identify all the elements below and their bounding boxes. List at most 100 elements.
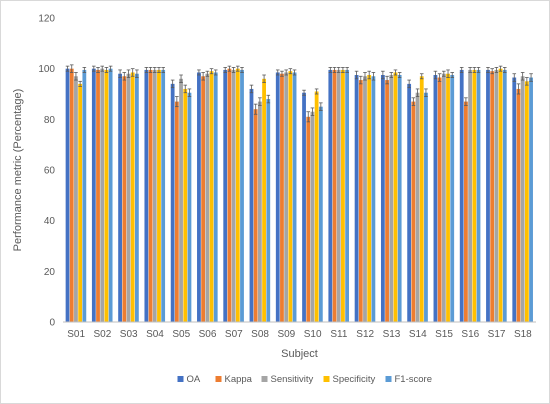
error-bar-s13-oa [381,70,385,80]
error-bar-s15-kappa [437,73,442,82]
bar-s12-f1-score [371,76,376,323]
legend-label: Specificity [333,374,376,385]
error-bar-s10-specificity [314,88,319,95]
error-bar-s16-kappa [464,97,468,106]
bar-s12-oa [354,75,359,322]
error-bar-s03-f1-score [135,69,139,78]
error-bar-s04-f1-score [161,67,165,73]
bar-s03-f1-score [134,73,139,322]
legend-label: F1-score [395,374,432,385]
x-tick-label: S12 [356,329,374,340]
x-tick-label: S14 [409,329,427,340]
error-bar-s12-f1-score [371,72,376,81]
bar-s14-oa [407,83,412,323]
bar-s01-f1-score [82,69,87,323]
error-bar-s15-specificity [446,69,450,78]
bar-s02-f1-score [108,68,113,322]
error-bar-s08-sensitivity [258,97,262,106]
legend-item-kappa: Kappa [215,374,253,385]
x-tick-label: S16 [461,329,479,340]
bar-s08-specificity [262,78,266,322]
error-bar-s17-specificity [498,65,503,72]
error-bar-s04-sensitivity [152,67,157,73]
legend-swatch [385,376,392,382]
bar-s09-kappa [280,73,284,322]
bar-s08-oa [249,88,254,323]
error-bar-s15-sensitivity [442,70,446,77]
bar-s13-sensitivity [389,75,394,322]
bar-s02-kappa [96,69,100,323]
bar-s06-sensitivity [205,73,210,322]
error-bar-s09-kappa [280,70,284,77]
error-bar-s06-sensitivity [205,70,210,77]
y-tick-label: 20 [44,267,56,278]
bar-s18-oa [512,77,517,322]
error-bar-s01-specificity [78,80,82,87]
error-bar-s17-oa [486,67,490,73]
error-bar-s18-f1-score [529,73,533,82]
error-bar-s01-f1-score [82,67,87,73]
y-tick-label: 60 [44,166,56,177]
x-tick-label: S05 [172,329,190,340]
legend-item-specificity: Specificity [323,374,376,385]
bar-s13-oa [380,75,385,322]
error-bar-s05-kappa [175,96,179,108]
bar-s11-sensitivity [336,69,341,323]
error-bar-s13-kappa [385,75,389,85]
error-bar-s06-specificity [209,68,214,75]
error-bar-s10-oa [302,89,306,96]
bar-s09-oa [275,72,280,322]
bar-s07-specificity [235,68,240,322]
error-bar-s16-specificity [472,67,477,73]
bar-s09-f1-score [292,72,297,322]
error-bar-s10-sensitivity [310,107,315,116]
bar-s18-specificity [524,81,529,322]
bar-s16-sensitivity [468,69,473,323]
error-bar-s14-specificity [419,73,424,80]
error-bar-s10-kappa [306,111,311,123]
error-bar-s02-sensitivity [100,65,105,72]
legend-label: Sensitivity [271,374,314,385]
bar-s04-f1-score [161,69,166,323]
error-bar-s09-f1-score [292,69,297,76]
bar-s15-kappa [437,77,442,322]
bar-s10-f1-score [318,106,323,322]
x-tick-labels: S01 S02 S03 S04 S05 S06 S07 S08 S09 S10 S11 S12 S13 S… [67,329,532,340]
bar-s17-sensitivity [494,69,499,323]
bar-s14-specificity [419,76,424,323]
x-tick-label: S08 [251,329,269,340]
error-bar-s01-kappa [69,64,74,73]
error-bar-s16-oa [459,67,464,73]
bar-s07-kappa [227,68,232,322]
error-bar-s16-f1-score [476,67,481,73]
error-bar-s07-kappa [227,65,232,72]
error-bar-s13-specificity [393,69,398,76]
error-bar-s04-kappa [148,67,153,73]
x-tick-label: S04 [146,329,164,340]
bar-s09-specificity [288,71,293,322]
error-bar-s12-specificity [367,70,371,80]
legend-label: OA [187,374,201,385]
error-bar-s12-sensitivity [363,72,367,81]
bar-s16-kappa [464,101,468,322]
x-tick-label: S01 [67,329,85,340]
bar-s03-specificity [130,72,135,322]
y-tick-label: 40 [44,216,56,227]
legend: OA Kappa Sensitivity Specificity F1-score [177,374,432,385]
error-bar-s15-f1-score [450,72,455,78]
bar-s07-sensitivity [231,69,236,323]
error-bar-s07-f1-score [240,67,244,73]
legend-item-oa: OA [177,374,201,385]
bar-s02-specificity [104,69,109,323]
bar-s11-kappa [332,69,337,323]
bar-s06-specificity [209,71,214,322]
bar-s10-specificity [314,91,319,322]
bar-s10-oa [302,92,306,322]
bar-s01-sensitivity [74,76,78,323]
error-bar-s05-sensitivity [179,74,183,83]
error-bar-s11-specificity [341,67,345,73]
error-bar-s01-sensitivity [74,72,78,81]
bar-s14-f1-score [424,92,428,322]
